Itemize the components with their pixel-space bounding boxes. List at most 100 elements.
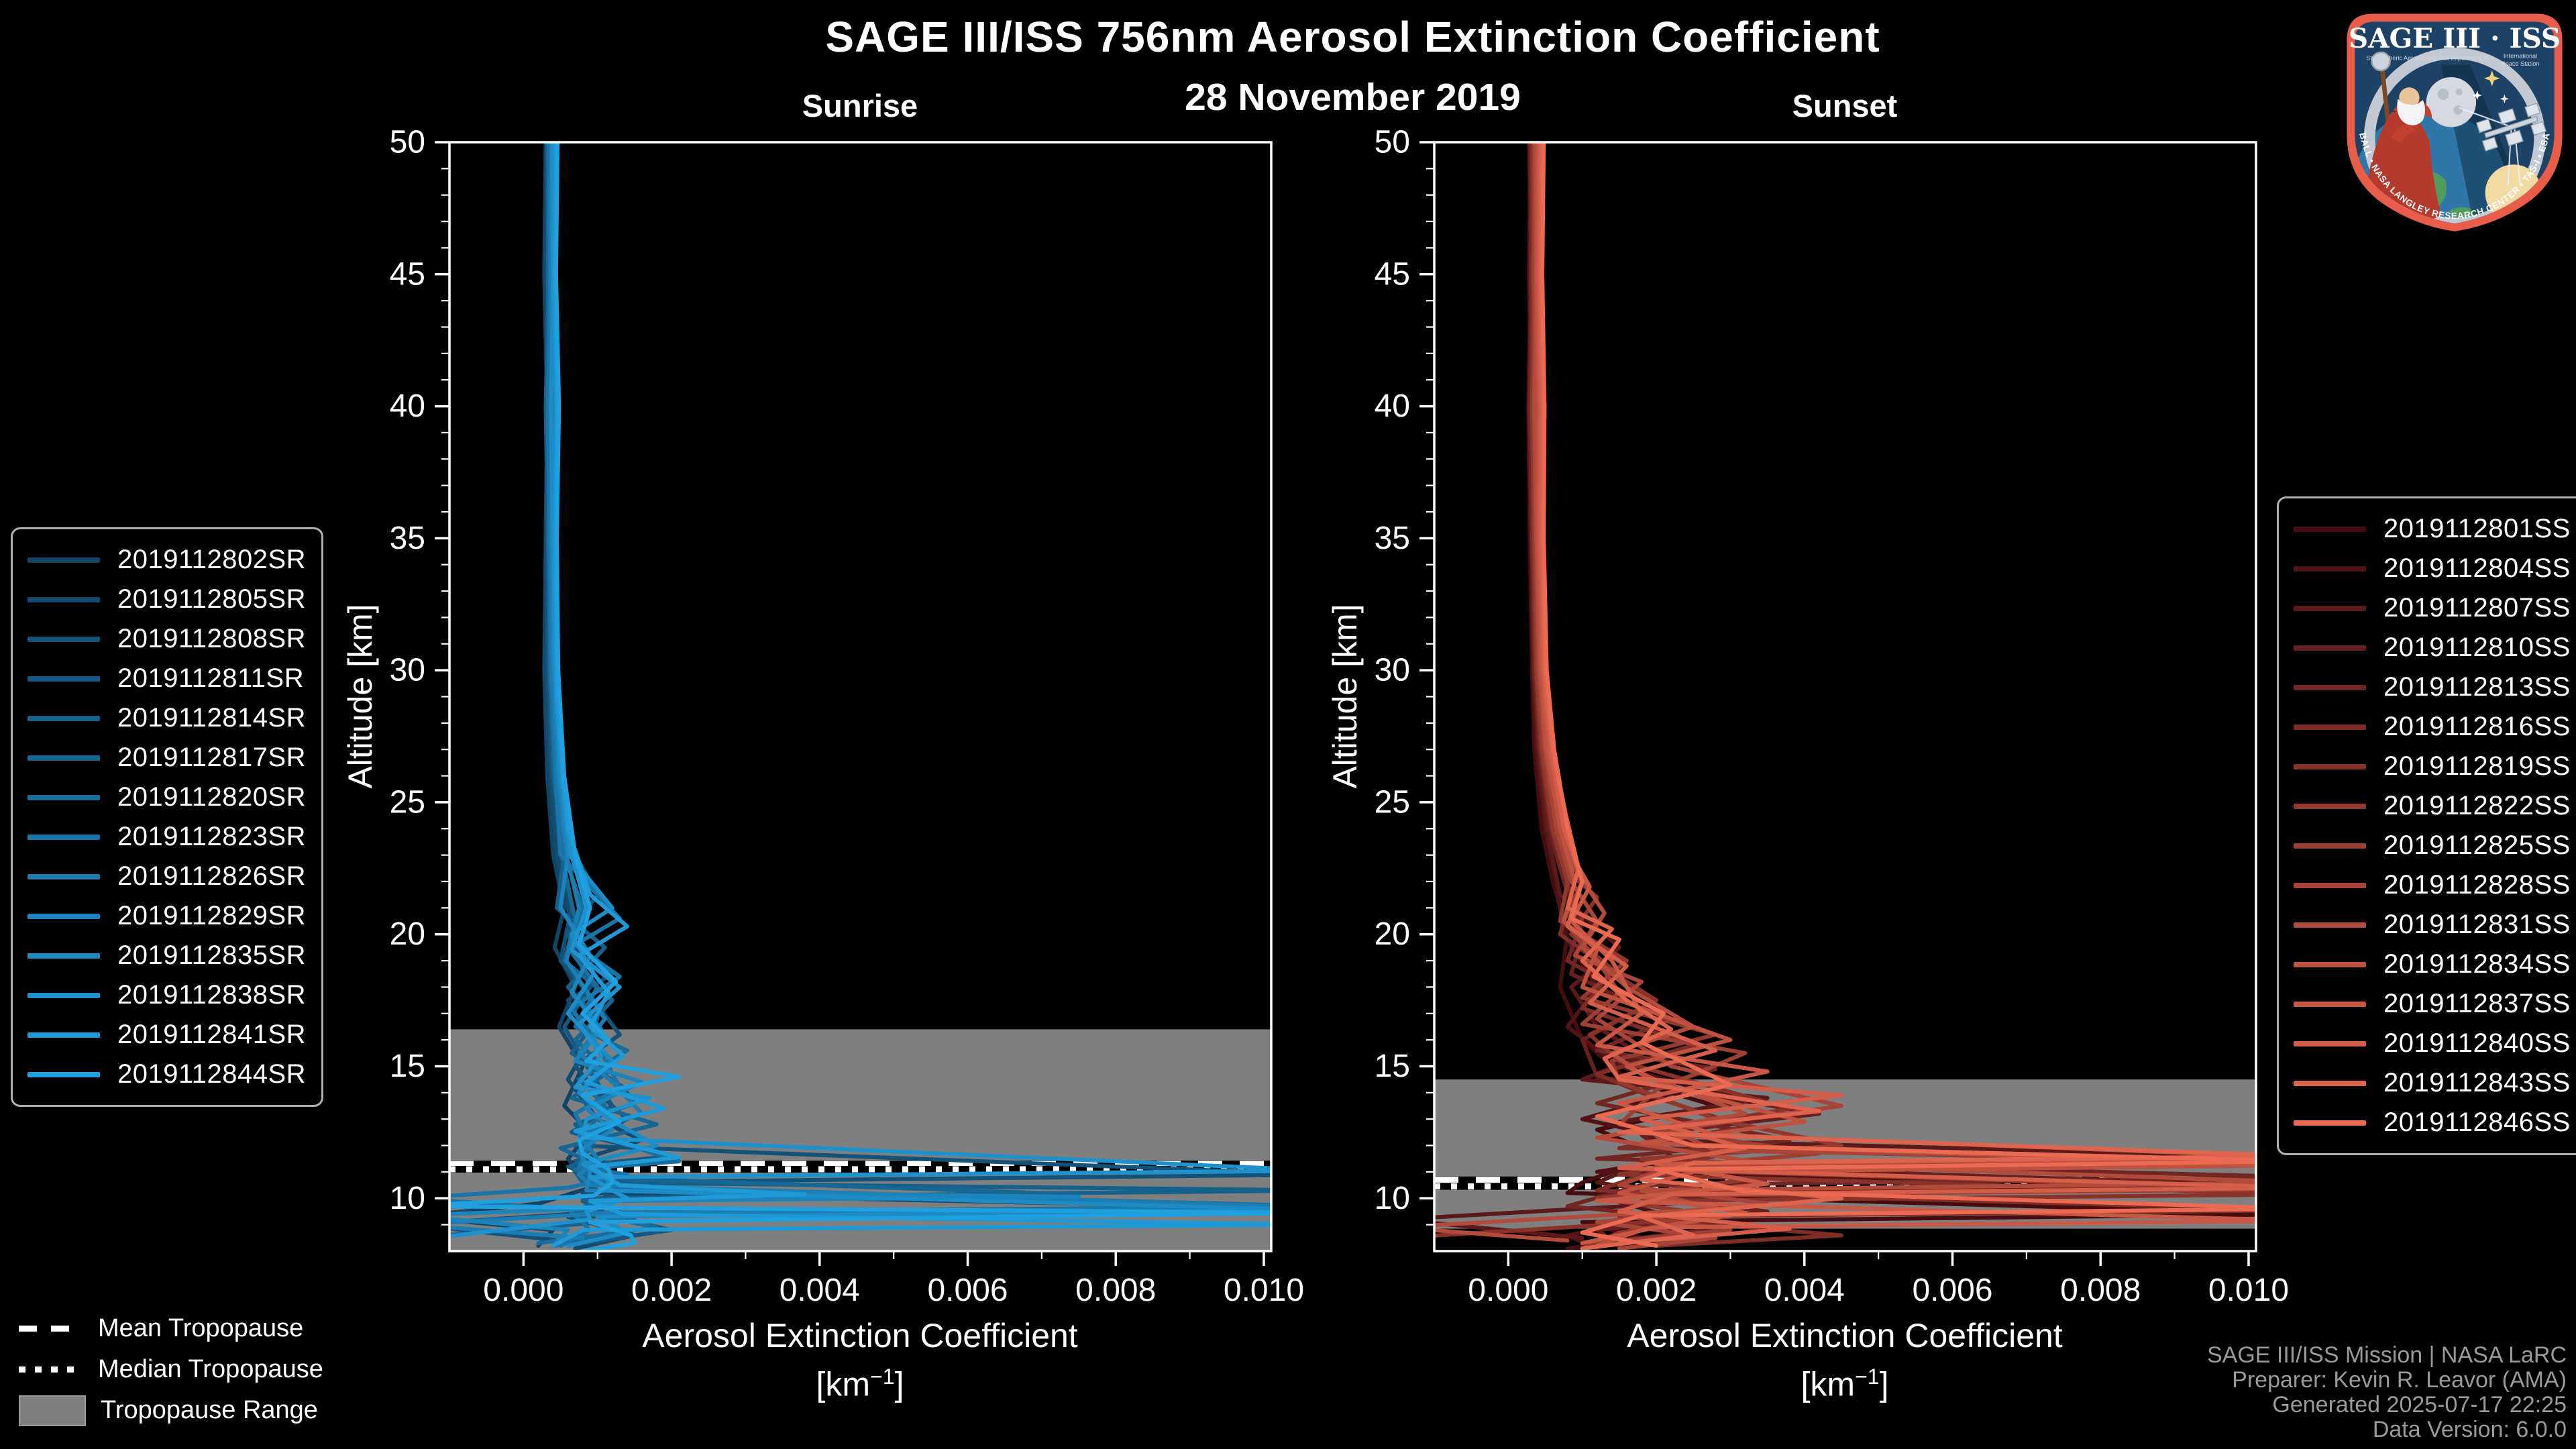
legend-item-sunrise: 2019112802SR <box>28 540 309 580</box>
xlabel-unit-sunrise: [km−1] <box>444 1364 1276 1404</box>
svg-text:0.008: 0.008 <box>2060 1273 2141 1308</box>
svg-text:35: 35 <box>390 521 425 556</box>
attribution-block: SAGE III/ISS Mission | NASA LaRC Prepare… <box>2207 1343 2567 1442</box>
legend-item-sunrise: 2019112805SR <box>28 580 309 619</box>
legend-item-sunset: 2019112828SS <box>2294 865 2576 905</box>
legend-event-label: 2019112822SS <box>2383 791 2571 820</box>
legend-line-swatch <box>2294 763 2366 769</box>
legend-line-swatch <box>28 834 100 840</box>
svg-text:20: 20 <box>1375 916 1410 952</box>
legend-item-sunrise: 2019112808SR <box>28 619 309 659</box>
legend-line-swatch <box>28 794 100 800</box>
legend-line-swatch <box>28 596 100 602</box>
legend-line-swatch <box>2294 1120 2366 1126</box>
svg-text:0.002: 0.002 <box>1616 1273 1697 1308</box>
legend-event-label: 2019112816SS <box>2383 712 2571 741</box>
svg-text:10: 10 <box>1375 1181 1410 1216</box>
generated-timestamp: Generated 2025-07-17 22:25 <box>2272 1392 2567 1417</box>
ylabel-sunrise: Altitude [km] <box>341 604 379 789</box>
legend-item-sunrise: 2019112814SR <box>28 698 309 738</box>
legend-item-sunrise: 2019112844SR <box>28 1055 309 1094</box>
legend-item-sunrise: 2019112835SR <box>28 936 309 975</box>
unit-prefix: [km <box>816 1365 871 1403</box>
svg-text:25: 25 <box>390 784 425 820</box>
svg-text:0.002: 0.002 <box>631 1273 712 1308</box>
patch-title: SAGE III · ISS <box>2349 22 2561 54</box>
legend-item-sunrise: 2019112829SR <box>28 896 309 936</box>
legend-event-label: 2019112828SS <box>2383 870 2571 900</box>
legend-event-label: 2019112810SS <box>2383 633 2571 662</box>
unit-suffix: ] <box>1879 1365 1889 1403</box>
star-icon <box>2472 91 2482 101</box>
star-icon <box>2500 94 2509 103</box>
legend-line-swatch <box>2294 645 2366 651</box>
xlabel-sunset: Aerosol Extinction Coefficient <box>1627 1317 2063 1354</box>
legend-item-sunrise: 2019112838SR <box>28 975 309 1015</box>
legend-event-label: 2019112801SS <box>2383 514 2571 543</box>
sunset-legend-box: 2019112801SS 2019112804SS 2019112807SS 2019… <box>2277 496 2576 1155</box>
legend-line-swatch <box>2294 843 2366 849</box>
unit-sup: −1 <box>1855 1364 1880 1389</box>
legend-line-swatch <box>28 1032 100 1038</box>
legend-event-label: 2019112837SS <box>2383 989 2571 1018</box>
dotted-line-swatch <box>19 1366 83 1373</box>
moon-crater <box>2437 88 2449 100</box>
data-version: Data Version: 6.0.0 <box>2372 1417 2567 1442</box>
svg-text:0.008: 0.008 <box>1075 1273 1156 1308</box>
svg-text:45: 45 <box>390 256 425 292</box>
unit-suffix: ] <box>894 1365 904 1403</box>
legend-item-sunset: 2019112816SS <box>2294 707 2576 747</box>
svg-text:30: 30 <box>1375 653 1410 688</box>
tropopause-range-legend-item: Tropopause Range <box>19 1390 323 1431</box>
legend-line-swatch <box>2294 922 2366 928</box>
legend-line-swatch <box>28 636 100 642</box>
legend-item-sunset: 2019112825SS <box>2294 826 2576 865</box>
legend-item-sunset: 2019112831SS <box>2294 905 2576 945</box>
svg-text:40: 40 <box>390 388 425 424</box>
legend-event-label: 2019112817SR <box>117 743 307 772</box>
legend-event-label: 2019112831SS <box>2383 910 2571 939</box>
legend-item-sunrise: 2019112820SR <box>28 777 309 817</box>
svg-text:0.004: 0.004 <box>780 1273 860 1308</box>
legend-line-swatch <box>2294 882 2366 888</box>
legend-item-sunset: 2019112837SS <box>2294 984 2576 1024</box>
iss-icon <box>2475 103 2547 152</box>
svg-text:0.000: 0.000 <box>1468 1273 1548 1308</box>
legend-line-swatch <box>28 755 100 761</box>
moon <box>2426 77 2477 127</box>
legend-event-label: 2019112808SR <box>117 624 307 653</box>
svg-text:15: 15 <box>390 1049 425 1084</box>
median-tropopause-legend-item: Median Tropopause <box>19 1349 323 1390</box>
legend-event-label: 2019112823SR <box>117 822 307 851</box>
legend-item-sunset: 2019112807SS <box>2294 588 2576 628</box>
legend-line-swatch <box>28 913 100 919</box>
patch-subtitle-left: Stratospheric Aerosol and Gas Experiment… <box>2366 55 2488 62</box>
legend-line-swatch <box>2294 724 2366 730</box>
panel-title-sunset: Sunset <box>1792 88 1898 123</box>
svg-text:0.010: 0.010 <box>1224 1273 1304 1308</box>
staff-orb <box>2371 51 2391 72</box>
robe <box>2366 110 2441 221</box>
svg-text:40: 40 <box>1375 388 1410 424</box>
svg-text:30: 30 <box>390 653 425 688</box>
face <box>2399 87 2420 108</box>
legend-event-label: 2019112811SR <box>117 663 305 693</box>
xlabel-sunrise: Aerosol Extinction Coefficient <box>642 1317 1078 1354</box>
legend-item-sunset: 2019112822SS <box>2294 786 2576 826</box>
legend-item-sunset: 2019112813SS <box>2294 667 2576 707</box>
svg-text:0.004: 0.004 <box>1764 1273 1845 1308</box>
svg-text:0.006: 0.006 <box>1912 1273 1992 1308</box>
svg-text:0.000: 0.000 <box>483 1273 564 1308</box>
tropopause-legend: Mean Tropopause Median Tropopause Tropop… <box>19 1308 323 1431</box>
dashed-line-swatch <box>19 1326 83 1332</box>
legend-event-label: 2019112838SR <box>117 980 307 1010</box>
svg-text:50: 50 <box>390 125 425 160</box>
legend-line-swatch <box>2294 566 2366 572</box>
legend-item-sunset: 2019112834SS <box>2294 945 2576 984</box>
unit-sup: −1 <box>870 1364 895 1389</box>
star-icon <box>2483 70 2500 87</box>
legend-line-swatch <box>2294 1080 2366 1086</box>
legend-event-label: 2019112841SR <box>117 1020 307 1049</box>
